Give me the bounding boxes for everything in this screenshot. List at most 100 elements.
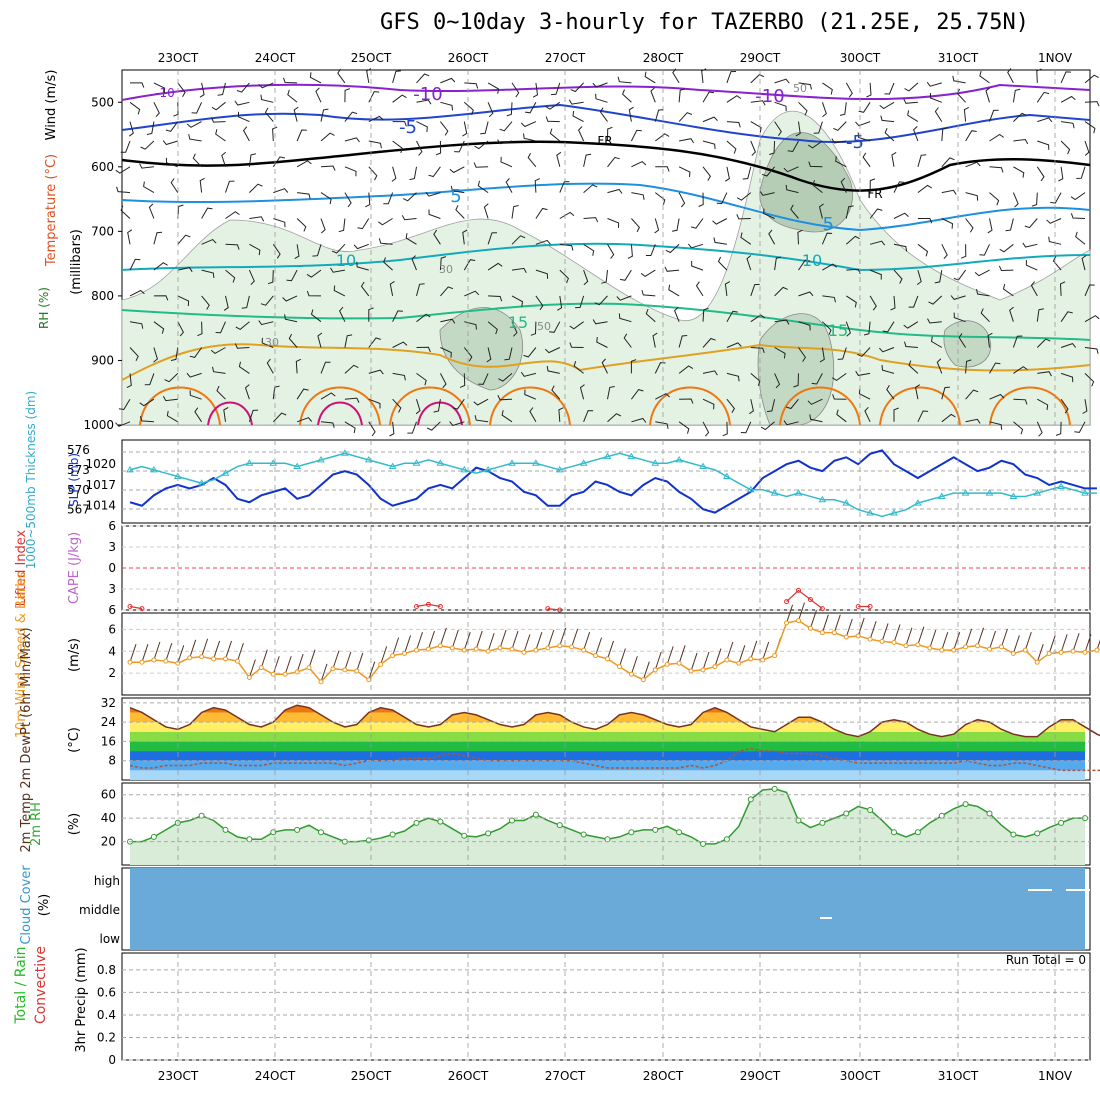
thickness-marker <box>1057 482 1066 489</box>
surface-wind-barb <box>750 640 758 660</box>
wind-barb <box>186 372 202 378</box>
thickness-marker <box>412 459 421 466</box>
wind-barb <box>225 243 240 250</box>
wind-barb <box>750 74 765 84</box>
date-label-bottom: 27OCT <box>545 1069 586 1083</box>
wind-barb <box>1070 213 1086 219</box>
wind-speed-point <box>891 640 897 646</box>
wind-speed-point <box>831 630 837 636</box>
wind-barb <box>210 347 226 355</box>
wind-barb <box>798 259 811 271</box>
wind-barb <box>524 389 537 400</box>
wind-barb <box>378 218 393 226</box>
temp-band <box>130 722 1085 732</box>
wind-barb <box>798 291 814 297</box>
wind-barb <box>248 269 255 286</box>
wind-barb <box>392 140 403 154</box>
wind-barb <box>797 229 803 245</box>
wind-barb <box>1037 140 1050 150</box>
wind-barb <box>118 398 131 411</box>
wind-speed-point <box>1058 649 1064 655</box>
wind-barb <box>344 88 350 103</box>
surface-wind-barb <box>404 635 412 654</box>
panel-frame-wind <box>121 612 1091 696</box>
wind-barb <box>120 140 131 153</box>
wind-barb <box>129 101 141 115</box>
temp-tick: 16 <box>101 734 116 748</box>
date-label-top: 29OCT <box>740 51 781 65</box>
rh-point <box>795 817 802 824</box>
wind-barb <box>927 318 942 324</box>
wind-barb <box>793 373 799 388</box>
wind-barb <box>197 321 203 337</box>
wind-speed-point <box>497 645 503 651</box>
wind-barb <box>212 366 226 374</box>
lifted-index-point <box>819 606 825 612</box>
wind-barb <box>511 82 520 98</box>
wind-barb <box>934 107 943 122</box>
surface-wind-barb <box>1012 635 1020 654</box>
wind-barb <box>463 347 473 362</box>
thickness-marker <box>770 489 779 496</box>
wind-speed-point <box>975 643 981 649</box>
wind-barb <box>644 71 656 84</box>
wind-barb <box>678 335 688 348</box>
surface-wind-barb <box>141 644 149 663</box>
wind-barb <box>569 342 584 348</box>
thickness-tick: 567 <box>67 503 90 517</box>
wind-barb <box>405 233 417 245</box>
wind-barb <box>452 398 465 410</box>
wind-barb <box>672 218 680 232</box>
wind-barb <box>1084 74 1099 84</box>
wind-barb <box>1046 218 1062 224</box>
wind-barb <box>702 91 715 103</box>
wind-barb <box>288 333 298 348</box>
wind-barb <box>672 68 680 84</box>
cloud-ylabel-units: (%) <box>37 894 52 917</box>
rh-point <box>771 785 778 792</box>
wind-barb <box>284 314 298 323</box>
lifted-index-point <box>557 607 563 613</box>
wind-barb <box>908 295 919 308</box>
thickness-marker <box>675 455 684 463</box>
surface-wind-barb <box>571 628 579 648</box>
wind-barb <box>1013 166 1025 178</box>
wind-barb <box>726 95 742 103</box>
surface-wind-barb <box>893 624 901 643</box>
lifted-index-line-3 <box>786 589 823 610</box>
temp-line <box>129 704 1100 738</box>
wind-barb <box>688 243 704 249</box>
wind-barb <box>702 140 716 150</box>
wind-barb <box>165 121 179 132</box>
wind-barb <box>866 82 872 98</box>
wind-barb <box>583 217 599 223</box>
wind-barb <box>474 415 489 423</box>
wind-barb <box>1037 117 1053 123</box>
date-label-top: 30OCT <box>840 51 881 65</box>
wind-barb <box>237 111 250 123</box>
surface-wind-barb <box>559 627 567 646</box>
wind-barb <box>177 234 191 245</box>
wind-speed-point <box>557 643 563 649</box>
surface-wind-barb <box>1036 644 1044 663</box>
wind-barb <box>628 106 634 122</box>
rh-point <box>461 832 468 839</box>
wind-ylabel: 10m Wind Speed & Barbs <box>14 572 29 739</box>
wind-barb <box>599 107 608 122</box>
wind-speed-point <box>485 648 491 654</box>
wind-barb <box>592 319 608 325</box>
wind-barb <box>260 295 274 306</box>
wind-barb <box>631 389 644 400</box>
wind-barb <box>433 229 441 245</box>
wind-barb <box>248 153 257 167</box>
wind-barb <box>702 337 716 348</box>
wind-barb <box>368 398 381 409</box>
lifted-index-point <box>414 604 419 609</box>
cloud-tick: middle <box>79 903 120 917</box>
wind-barb <box>622 89 632 103</box>
surface-wind-barb <box>726 641 734 661</box>
wind-barb <box>956 88 966 103</box>
surface-wind-barb <box>547 629 555 649</box>
wind-speed-point <box>127 659 133 665</box>
wind-barb <box>568 99 584 105</box>
